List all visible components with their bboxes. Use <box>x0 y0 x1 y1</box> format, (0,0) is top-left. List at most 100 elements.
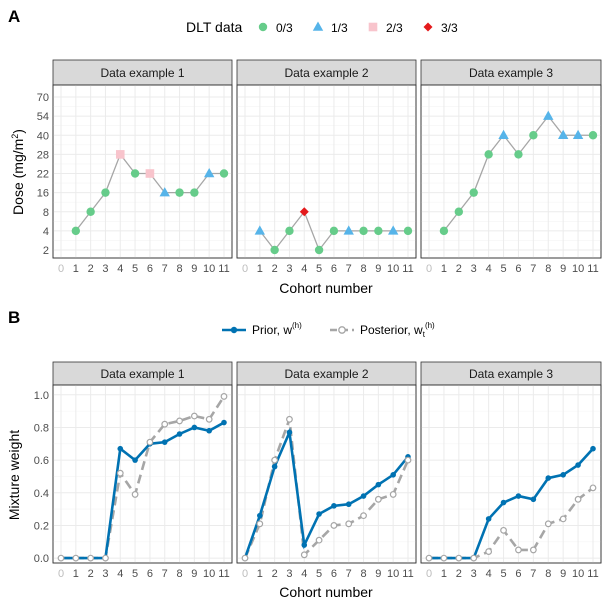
x-tick-label: 7 <box>162 568 168 580</box>
facet-strip <box>236 59 417 86</box>
x-tick-label: 0 <box>58 263 64 275</box>
facet-plot <box>420 384 602 564</box>
x-tick-label: 9 <box>375 568 381 580</box>
prior-point <box>530 496 537 503</box>
legend-label-main: Posterior, w <box>360 323 423 337</box>
x-tick-label: 4 <box>486 263 492 275</box>
prior-point <box>590 445 596 452</box>
x-tick-label: 2 <box>88 263 94 275</box>
x-tick-label: 3 <box>471 568 477 580</box>
prior-point <box>360 493 367 499</box>
dose-point <box>374 226 383 236</box>
prior-line <box>243 427 410 559</box>
facet-plot <box>52 384 233 564</box>
x-tick-label: 11 <box>587 568 598 580</box>
prior-point <box>331 503 337 509</box>
prior-point <box>545 475 552 481</box>
x-tick-label: 3 <box>102 568 108 580</box>
x-tick-label: 0 <box>58 568 64 580</box>
posterior-point <box>500 526 507 534</box>
facet-plot <box>52 84 233 259</box>
x-tick-label: 6 <box>515 568 521 580</box>
posterior-point <box>146 438 154 446</box>
x-tick-label: 5 <box>500 263 506 275</box>
x-tick-label: 5 <box>132 568 138 580</box>
x-tick-label: 0 <box>242 568 248 580</box>
posterior-point <box>131 491 139 498</box>
posterior-point <box>470 554 478 562</box>
x-tick-label: 2 <box>272 263 278 275</box>
facet-strip <box>52 59 233 86</box>
x-tick-label: 2 <box>456 568 462 580</box>
facet-strip <box>420 59 602 86</box>
dose-point <box>359 226 368 236</box>
dose-point <box>469 188 478 197</box>
x-tick-label: 8 <box>545 568 551 580</box>
x-tick-label: 1 <box>441 263 447 275</box>
posterior-point <box>330 522 338 529</box>
posterior-point <box>515 546 522 554</box>
dose-point <box>557 129 569 140</box>
dose-point <box>484 150 493 159</box>
dose-point <box>439 226 449 236</box>
dose-point <box>203 168 215 178</box>
posterior-point <box>589 484 597 492</box>
facet-title: Data example 1 <box>100 367 184 381</box>
y-tick-label: 16 <box>37 188 49 200</box>
dose-point <box>543 110 554 120</box>
dose-point <box>529 131 538 140</box>
y-tick-label: 28 <box>37 149 49 161</box>
y-tick-label: 70 <box>37 92 49 104</box>
x-tick-label: 4 <box>301 263 307 275</box>
dose-point <box>130 169 140 178</box>
y-tick-label: 0.6 <box>34 455 49 467</box>
legend-label: 2/3 <box>386 21 403 35</box>
x-tick-label: 0 <box>426 263 432 275</box>
posterior-point <box>286 415 293 423</box>
y-tick-label: 54 <box>37 111 49 123</box>
y-tick-label: 22 <box>37 169 49 181</box>
x-tick-label: 8 <box>360 568 366 580</box>
prior-point <box>485 516 492 522</box>
posterior-point <box>440 554 448 562</box>
x-tick-label: 10 <box>387 568 399 580</box>
x-tick-label: 5 <box>500 568 506 580</box>
x-tick-label: 9 <box>560 568 566 580</box>
dose-point <box>387 225 399 235</box>
x-tick-label: 4 <box>117 263 123 275</box>
x-tick-label: 9 <box>191 568 197 580</box>
legend-marker-1/3 <box>312 21 324 31</box>
dose-point <box>314 245 324 255</box>
x-tick-label: 1 <box>441 568 447 580</box>
prior-point <box>117 445 124 452</box>
x-tick-label: 5 <box>316 568 322 580</box>
dose-point <box>588 131 598 140</box>
x-tick-label: 3 <box>286 263 292 275</box>
y-axis-title-b: Mixture weight <box>6 430 22 520</box>
x-tick-label: 1 <box>257 263 263 275</box>
panel-label-b: B <box>8 308 20 327</box>
posterior-point <box>116 469 124 477</box>
facet-plot <box>420 84 602 259</box>
posterior-point <box>455 554 463 562</box>
posterior-point <box>425 554 433 562</box>
x-tick-label: 1 <box>257 568 263 580</box>
posterior-point <box>102 554 109 562</box>
x-tick-label: 9 <box>560 263 566 275</box>
legend-marker-2/3 <box>368 22 378 32</box>
posterior-point <box>205 415 213 423</box>
legend-marker-3/3 <box>423 22 433 32</box>
x-tick-label: 11 <box>218 263 229 275</box>
facet-title: Data example 1 <box>100 66 184 80</box>
prior-point <box>271 463 278 470</box>
dose-point <box>299 207 309 217</box>
x-tick-label: 11 <box>587 263 598 275</box>
dose-point <box>514 150 523 159</box>
posterior-point <box>574 495 582 503</box>
x-tick-label: 10 <box>572 263 584 275</box>
weight-legend: Prior, w(h) Posterior, wt(h) <box>222 321 435 339</box>
legend-label-sub: t <box>423 330 426 339</box>
dose-point <box>454 207 464 216</box>
